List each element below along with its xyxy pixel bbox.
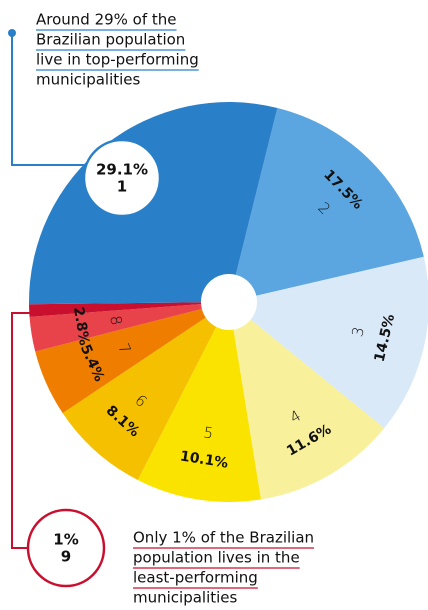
pie-slice: [62, 302, 229, 480]
label-badge: [26, 508, 106, 588]
annotation-leader: [11, 33, 90, 166]
pie-slice: [29, 302, 230, 317]
pie-slice: [229, 302, 385, 500]
pie-slice: [35, 302, 229, 414]
annotation-text: Brazilian population: [36, 31, 185, 49]
pie-slice: [137, 302, 261, 503]
category-label: 5: [202, 423, 214, 442]
annotation-text: Around 29% of the: [36, 11, 177, 29]
annotation-text: municipalities: [133, 589, 238, 607]
value-label: 2.8%: [70, 306, 92, 347]
pie-hole: [201, 274, 257, 330]
annotation-leader: [11, 312, 34, 549]
annotation-text: live in top-performing: [36, 51, 199, 69]
category-label: 3: [348, 325, 368, 338]
category-label: 1: [117, 178, 127, 196]
annotation-text: Only 1% of the Brazilian: [133, 529, 314, 547]
pie-slice: [29, 302, 229, 352]
value-label: 10.1%: [179, 448, 229, 471]
value-label: 29.1%: [96, 161, 148, 179]
pie-slice: [229, 107, 424, 302]
pie-slice: [229, 256, 428, 429]
annotation-text: least-performing: [133, 569, 258, 587]
value-label: 1%: [53, 531, 78, 549]
label-badge: [82, 138, 162, 218]
annotation-text: municipalities: [36, 71, 141, 89]
category-label: 9: [61, 548, 71, 566]
annotation-text: population lives in the: [133, 549, 300, 567]
pie-slice: [29, 101, 278, 305]
category-label: 8: [106, 314, 125, 326]
